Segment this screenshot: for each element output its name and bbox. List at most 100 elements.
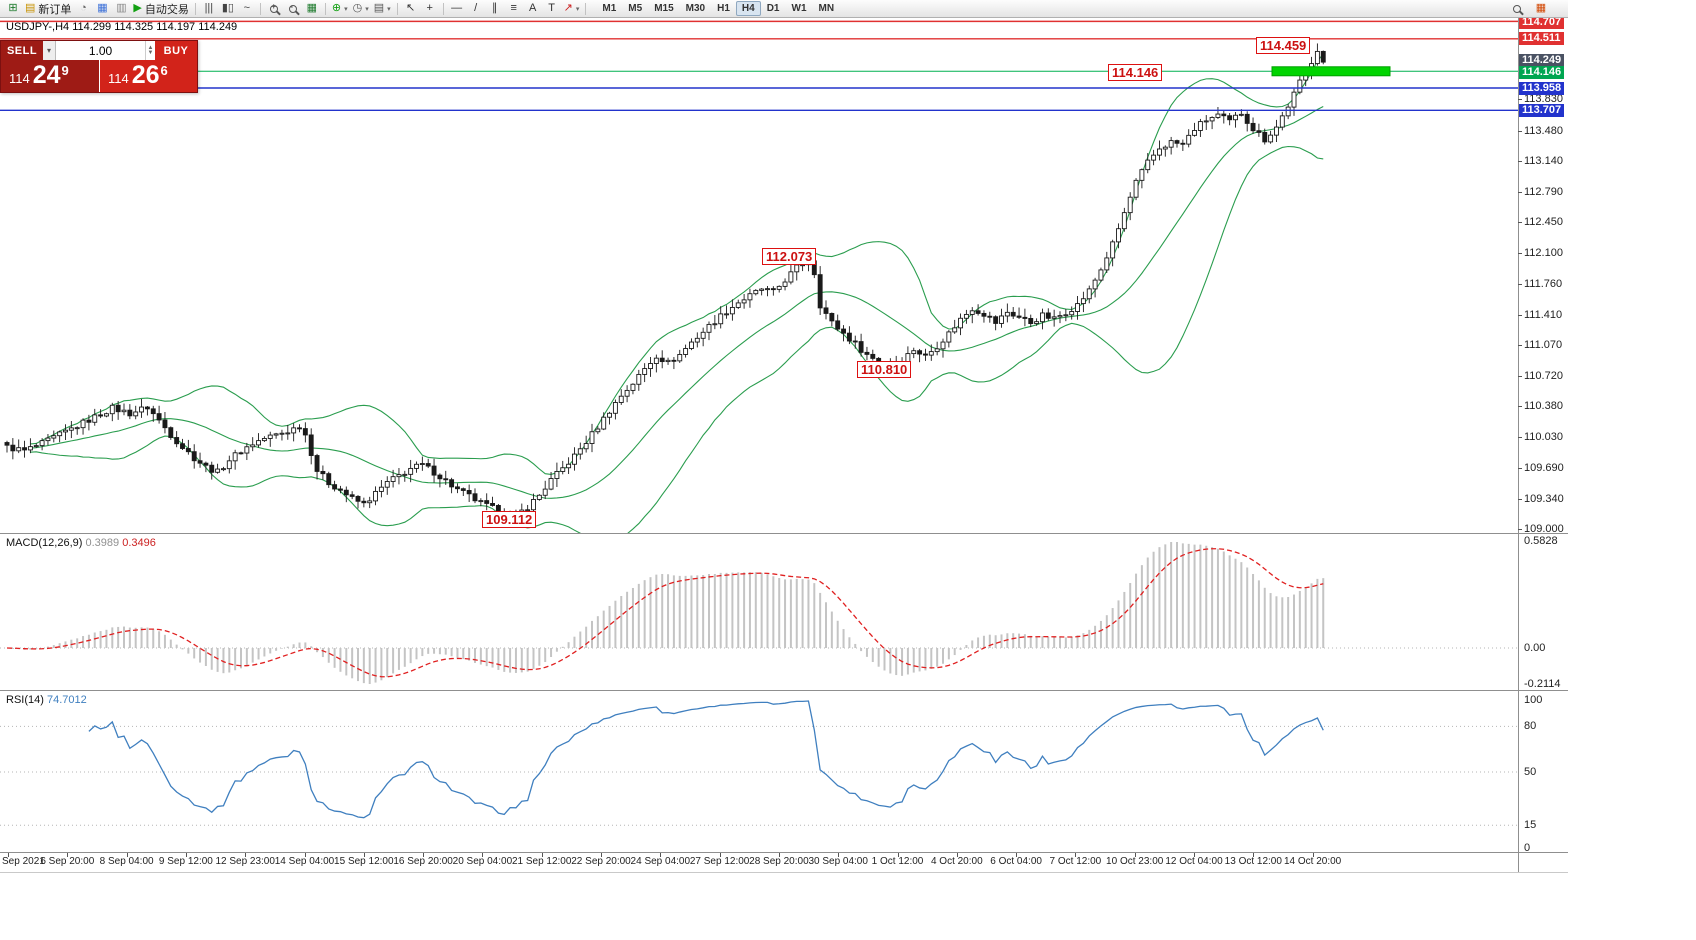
toolbar-separator <box>194 2 196 15</box>
toolbar-separator <box>324 2 326 15</box>
bid-point: 9 <box>61 63 69 78</box>
chart-bars-button[interactable]: ||| <box>200 1 218 17</box>
profiles-button[interactable]: ◔ <box>74 1 92 17</box>
new-chart-icon: ⊞ <box>8 2 18 14</box>
search-button[interactable] <box>1508 1 1526 17</box>
periods-icon: ◷ <box>352 2 363 14</box>
buy-price-button[interactable]: 114 26 6 <box>99 60 197 92</box>
window-bottom-edge <box>0 872 1568 873</box>
panel-separator-macd[interactable] <box>0 533 1568 534</box>
new-chart-button[interactable]: ⊞ <box>4 1 22 17</box>
arrows-tool-button[interactable]: ↗ ▾ <box>562 1 582 17</box>
level-lines[interactable] <box>0 20 1518 112</box>
timeframe-m15[interactable]: M15 <box>654 3 674 14</box>
periods-button[interactable]: ◷ ▾ <box>351 1 371 17</box>
auto-trading-label: 自动交易 <box>144 3 189 16</box>
bid-pips: 24 <box>32 61 61 89</box>
timeframe-m30[interactable]: M30 <box>685 3 706 14</box>
trendline-button[interactable]: / <box>467 1 485 17</box>
text-label-icon: T <box>548 2 556 14</box>
fibonacci-button[interactable]: ≡ <box>505 1 523 17</box>
chevron-down-icon: ▾ <box>575 5 580 13</box>
chevron-down-icon: ▾ <box>365 5 369 13</box>
spinner-down-icon: ▼ <box>147 49 154 56</box>
timeframe-h1[interactable]: H1 <box>717 3 730 14</box>
volume-preset-dropdown[interactable]: ▾ <box>43 41 56 60</box>
timeframe-d1[interactable]: D1 <box>766 3 780 14</box>
volume-input[interactable] <box>56 41 155 60</box>
magnifier-sign: - <box>290 1 294 11</box>
volume-spinner[interactable]: ▲ ▼ <box>145 41 155 60</box>
timeframe-group: M1 M5 M15 M30 H1 H4 D1 W1 MN <box>596 1 840 16</box>
chart-line-button[interactable]: ~ <box>238 1 256 17</box>
toolbar-separator <box>442 2 444 15</box>
tile-windows-icon: ▦ <box>306 2 318 14</box>
panel-separator-rsi[interactable] <box>0 690 1568 691</box>
magnifier-sign: + <box>271 1 277 11</box>
rsi-panel-canvas[interactable] <box>0 691 1518 852</box>
new-order-label: 新订单 <box>38 3 72 16</box>
candlestick-series <box>4 43 1326 520</box>
arrows-tool-icon: ↗ <box>563 2 573 14</box>
zoom-in-button[interactable]: + <box>265 1 283 17</box>
auto-trading-icon: ▶ <box>133 2 142 14</box>
chart-window <box>0 18 1568 872</box>
alerts-icon: ▦ <box>1535 2 1547 14</box>
trade-panel-prices: 114 24 9 114 26 6 <box>1 60 197 92</box>
chart-bars-icon: ||| <box>204 2 214 14</box>
tile-windows-button[interactable]: ▦ <box>303 1 321 17</box>
data-window-icon: ▥ <box>116 2 127 14</box>
equidistant-channel-icon: ∥ <box>491 2 498 14</box>
buy-button[interactable]: BUY <box>155 41 197 60</box>
crosshair-button[interactable]: + <box>421 1 439 17</box>
toolbar-right-group: ▦ <box>1508 1 1550 17</box>
zoom-in-icon: + <box>269 1 278 13</box>
macd-histogram <box>11 542 1325 684</box>
market-watch-button[interactable]: ▦ <box>93 1 111 17</box>
one-click-trading-panel: SELL ▾ ▲▼ BUY 114 24 9 114 26 6 <box>0 40 198 93</box>
equidistant-channel-button[interactable]: ∥ <box>486 1 504 17</box>
bid-prefix: 114 <box>9 71 30 86</box>
cursor-button[interactable]: ↖ <box>402 1 420 17</box>
sell-price-button[interactable]: 114 24 9 <box>1 60 99 92</box>
templates-icon: ▤ <box>373 2 385 14</box>
chart-candles-icon: ▮▯ <box>221 2 234 14</box>
chart-line-icon: ~ <box>243 2 251 14</box>
timeframe-h4[interactable]: H4 <box>735 1 761 16</box>
timeframe-w1[interactable]: W1 <box>791 3 807 14</box>
horizontal-line-button[interactable]: — <box>448 1 466 17</box>
sell-button[interactable]: SELL <box>1 41 43 60</box>
text-label-button[interactable]: T <box>543 1 561 17</box>
templates-button[interactable]: ▤ ▾ <box>372 1 393 17</box>
profiles-icon: ◔ <box>80 2 87 14</box>
chevron-down-icon: ▾ <box>387 5 391 13</box>
indicators-button[interactable]: ⊕ ▾ <box>330 1 350 17</box>
chart-candles-button[interactable]: ▮▯ <box>219 1 237 17</box>
ask-pips: 26 <box>131 61 160 89</box>
alerts-button[interactable]: ▦ <box>1532 1 1550 17</box>
rsi-line <box>88 700 1324 819</box>
macd-signal-line <box>6 548 1324 678</box>
toolbar-separator <box>585 2 587 15</box>
bollinger-bands <box>30 53 1324 533</box>
ask-point: 6 <box>160 63 168 78</box>
crosshair-icon: + <box>426 2 433 14</box>
text-button[interactable]: A <box>524 1 542 17</box>
volume-field-wrap: ▲▼ <box>56 41 155 60</box>
zoom-out-button[interactable]: - <box>284 1 302 17</box>
toolbar-separator <box>396 2 398 15</box>
main-toolbar: ⊞ ▤ 新订单 ◔ ▦ ▥ ▶ 自动交易 ||| ▮▯ ~ + - ▦ ⊕ ▾ ◷ ▾ ▤ ▾ ↖ + — / ∥ ≡ A T ↗ ▾ M1… <box>0 0 1568 18</box>
macd-panel-canvas[interactable] <box>0 534 1518 690</box>
timeframe-m5[interactable]: M5 <box>628 3 643 14</box>
new-order-button[interactable]: ▤ 新订单 <box>23 1 73 17</box>
main-chart-canvas[interactable] <box>0 18 1518 533</box>
data-window-button[interactable]: ▥ <box>112 1 130 17</box>
green-supply-zone[interactable] <box>1271 66 1391 77</box>
timeframe-mn[interactable]: MN <box>818 3 835 14</box>
timeframe-m1[interactable]: M1 <box>602 3 617 14</box>
auto-trading-button[interactable]: ▶ 自动交易 <box>131 1 190 17</box>
cursor-icon: ↖ <box>406 2 416 14</box>
indicators-icon: ⊕ <box>331 2 342 14</box>
chevron-down-icon: ▾ <box>344 5 348 13</box>
